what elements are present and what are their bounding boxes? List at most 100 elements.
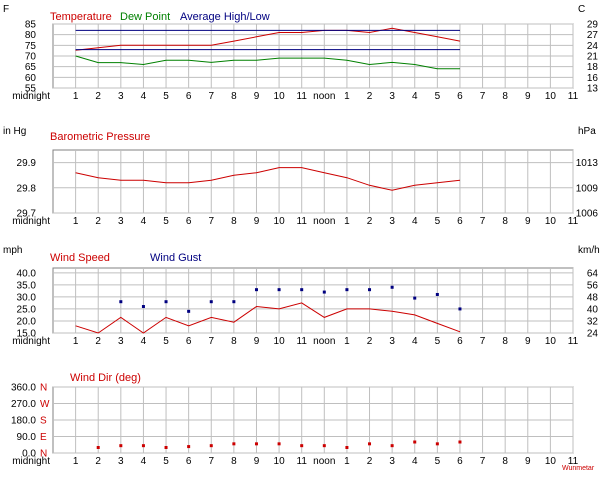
x-tick-label: 1 <box>73 336 79 347</box>
y-tick-label-right: 1006 <box>576 209 599 220</box>
y-tick-label: 85 <box>25 20 37 31</box>
x-tick-label: 3 <box>389 216 395 227</box>
x-tick-label: 8 <box>502 91 508 102</box>
x-tick-label: 3 <box>389 456 395 467</box>
data-point <box>458 307 462 311</box>
data-point <box>164 300 168 304</box>
series-line <box>75 27 461 51</box>
unit-left-fahrenheit: F <box>3 4 9 15</box>
x-tick-label: 6 <box>457 336 463 347</box>
x-tick-label: 5 <box>435 456 441 467</box>
x-tick-label: 9 <box>525 216 531 227</box>
x-tick-label: 6 <box>186 91 192 102</box>
x-tick-label: 5 <box>435 336 441 347</box>
x-tick-label: 7 <box>208 336 214 347</box>
x-tick-label: 6 <box>186 336 192 347</box>
x-tick-label: noon <box>313 336 335 347</box>
x-tick-label: 2 <box>367 456 373 467</box>
data-point <box>390 444 394 448</box>
x-tick-label: 9 <box>254 216 260 227</box>
data-point <box>232 300 236 304</box>
compass-label: N <box>40 383 47 394</box>
x-tick-label: 3 <box>118 216 124 227</box>
x-tick-label: 7 <box>480 216 486 227</box>
unit-right-hpa: hPa <box>578 126 596 137</box>
x-tick-label: 6 <box>186 456 192 467</box>
x-tick-label: 7 <box>480 336 486 347</box>
data-point <box>141 444 145 448</box>
y-tick-label-right: 1009 <box>576 183 599 194</box>
x-tick-label: 2 <box>95 336 101 347</box>
data-point <box>300 288 304 292</box>
x-tick-label: 1 <box>73 456 79 467</box>
x-tick-label: 4 <box>141 336 147 347</box>
x-tick-label: 7 <box>480 456 486 467</box>
temperature-panel: F C Temperature Dew Point Average High/L… <box>3 4 598 102</box>
x-tick-label: 4 <box>141 216 147 227</box>
y-tick-label-right: 40 <box>587 304 599 315</box>
x-tick-label: 7 <box>208 456 214 467</box>
data-point <box>345 446 349 449</box>
x-tick-label: 7 <box>208 216 214 227</box>
y-tick-label-right: 21 <box>587 52 599 63</box>
y-tick-label-right: 18 <box>587 62 599 73</box>
x-tick-label: 5 <box>163 336 169 347</box>
x-tick-label: 10 <box>274 91 286 102</box>
x-tick-label: noon <box>313 216 335 227</box>
series-line <box>75 167 461 191</box>
y-tick-label: 30.0 <box>17 292 37 303</box>
compass-label: N <box>40 449 47 460</box>
plot-area-temperature: midnight 1 2 3 4 5 6 7 8 9 10 11 noon 1 2 3 4 5 6 7 8 9 10 11 55… <box>12 20 598 103</box>
x-tick-label: 10 <box>545 91 557 102</box>
compass-label: S <box>40 416 47 427</box>
x-tick-label: 11 <box>568 456 579 467</box>
y-tick-label-right: 24 <box>587 41 599 52</box>
x-tick-label: 5 <box>435 216 441 227</box>
x-tick-label: 2 <box>367 91 373 102</box>
data-point <box>435 442 439 446</box>
x-tick-label: 1 <box>344 91 350 102</box>
x-tick-label: 8 <box>231 216 237 227</box>
legend-barometric-pressure: Barometric Pressure <box>50 131 150 143</box>
data-point <box>368 288 372 292</box>
y-tick-label-right: 27 <box>587 30 599 41</box>
y-tick-label-right: 1013 <box>576 158 599 169</box>
x-tick-label: 2 <box>95 91 101 102</box>
data-point <box>119 444 123 448</box>
y-tick-label: 0.0 <box>22 449 36 460</box>
unit-left-inhg: in Hg <box>3 126 26 137</box>
data-point <box>254 288 258 292</box>
unit-left-mph: mph <box>3 245 22 256</box>
x-tick-label: 11 <box>297 91 308 102</box>
legend-average-high-low: Average High/Low <box>180 11 270 23</box>
data-point <box>187 309 191 313</box>
y-tick-label: 270.0 <box>11 399 36 410</box>
legend-wind-speed: Wind Speed <box>50 252 110 264</box>
data-point <box>209 300 213 304</box>
x-tick-label: 1 <box>73 216 79 227</box>
x-tick-label: 3 <box>118 91 124 102</box>
y-tick-label: 40.0 <box>17 268 37 279</box>
data-point <box>141 305 145 309</box>
x-tick-label: midnight <box>12 456 50 467</box>
x-tick-label: 1 <box>344 216 350 227</box>
x-tick-label: 11 <box>297 456 308 467</box>
x-tick-label: 9 <box>525 91 531 102</box>
data-point <box>187 445 191 449</box>
plot-area-pressure: midnight 1 2 3 4 5 6 7 8 9 10 11 noon 1 2 3 4 5 6 7 8 9 10 11 29… <box>12 149 599 227</box>
y-tick-label: 35.0 <box>17 280 37 291</box>
legend-temperature: Temperature <box>50 11 112 23</box>
y-tick-label-right: 32 <box>587 316 599 327</box>
y-tick-label: 90.0 <box>17 432 37 443</box>
x-tick-label: 6 <box>457 216 463 227</box>
y-tick-label: 15.0 <box>17 329 37 340</box>
legend-wind-gust: Wind Gust <box>150 252 201 264</box>
x-tick-label: 9 <box>525 336 531 347</box>
x-tick-label: 11 <box>568 336 579 347</box>
x-tick-label: 8 <box>231 336 237 347</box>
x-tick-label: 3 <box>118 456 124 467</box>
data-point <box>322 290 326 294</box>
y-tick-label-right: 56 <box>587 280 599 291</box>
compass-label: W <box>40 399 50 410</box>
x-tick-label: 9 <box>254 91 260 102</box>
